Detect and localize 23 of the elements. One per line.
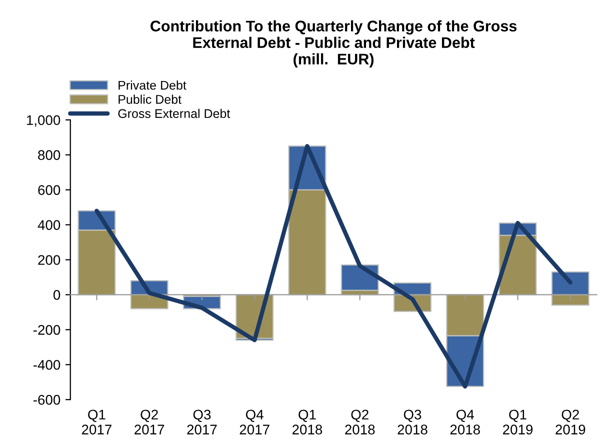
x-tick-label: Q2 2017 <box>134 410 164 434</box>
x-tick-label: Q4 2018 <box>450 410 480 434</box>
y-tick-label: 800 <box>38 150 60 160</box>
x-tick-label: Q3 2017 <box>187 410 217 434</box>
y-tick-label: -600 <box>33 394 60 405</box>
y-tick-label: -400 <box>33 360 60 370</box>
x-tick-label: Q4 2017 <box>240 410 270 434</box>
x-tick-label: Q1 2019 <box>503 410 533 434</box>
y-tick-label: -200 <box>33 325 60 335</box>
x-tick-label: Q1 2018 <box>292 410 322 434</box>
chart-title: Contribution To the Quarterly Change of the Gross External Debt - Public and Private Debt (mill. EUR) <box>150 20 517 68</box>
x-tick-label: Q1 2017 <box>82 410 112 434</box>
x-tick-label: Q2 2019 <box>556 410 586 434</box>
y-tick-label: 1,000 <box>26 115 60 127</box>
y-tick-label: 200 <box>38 255 60 265</box>
x-tick-label: Q3 2018 <box>398 410 428 434</box>
legend-label: Private Debt <box>118 80 186 90</box>
y-tick-label: 0 <box>53 290 60 300</box>
legend-label: Public Debt <box>118 94 182 104</box>
x-tick-label: Q2 2018 <box>345 410 375 434</box>
y-tick-label: 400 <box>38 220 60 230</box>
y-tick-label: 600 <box>38 185 60 195</box>
legend-label: Gross External Debt <box>118 108 230 118</box>
